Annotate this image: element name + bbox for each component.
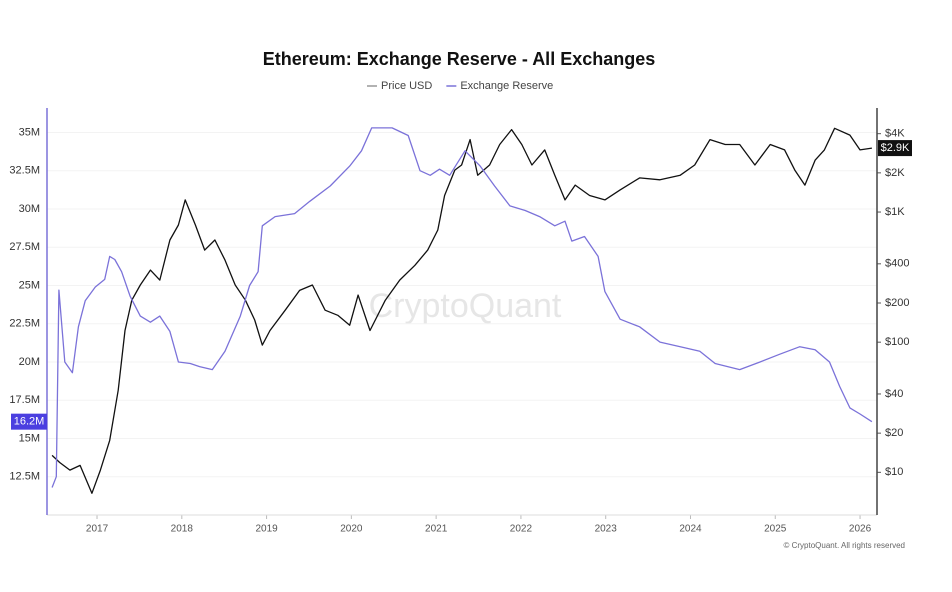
x-tick-label: 2021 [425,524,448,535]
y2-tick-label: $400 [885,258,909,270]
x-tick-label: 2018 [171,524,194,535]
series-line [51,127,872,494]
y2-tick-label: $4K [885,128,905,140]
y-tick-label: 15M [19,432,40,444]
y-tick-label: 27.5M [9,241,40,253]
series-line [51,127,873,488]
current-value-badge [878,140,912,157]
x-tick-label: 2019 [255,524,278,535]
chart-title: Ethereum: Exchange Reserve - All Exchang… [263,49,655,69]
y2-tick-label: $40 [885,388,903,400]
y-tick-label: 32.5M [9,165,40,177]
y-tick-label: 17.5M [9,394,40,406]
y-tick-label: 35M [19,126,40,138]
y2-tick-label: $20 [885,427,903,439]
current-value-badge [11,413,47,430]
y-tick-label: 20M [19,356,40,368]
watermark: CryptoQuant [369,287,562,325]
y2-tick-label: $10 [885,466,903,478]
x-tick-label: 2024 [679,524,702,535]
current-value-label: 16.2M [14,416,45,428]
current-value-label: $2.9K [881,142,910,154]
legend-label: Exchange Reserve [460,80,553,92]
y-tick-label: 12.5M [9,471,40,483]
legend-label: Price USD [381,80,432,92]
x-tick-label: 2017 [86,524,109,535]
x-tick-label: 2023 [595,524,618,535]
y2-tick-label: $2K [885,167,905,179]
y-tick-label: 30M [19,203,40,215]
y2-tick-label: $100 [885,336,909,348]
x-tick-label: 2020 [340,524,363,535]
y2-tick-label: $200 [885,297,909,309]
x-tick-label: 2025 [764,524,787,535]
y-tick-label: 25M [19,279,40,291]
x-tick-label: 2026 [849,524,872,535]
y2-tick-label: $1K [885,206,905,218]
y-tick-label: 22.5M [9,318,40,330]
footer: © CryptoQuant. All rights reserved [784,541,906,550]
x-tick-label: 2022 [510,524,533,535]
